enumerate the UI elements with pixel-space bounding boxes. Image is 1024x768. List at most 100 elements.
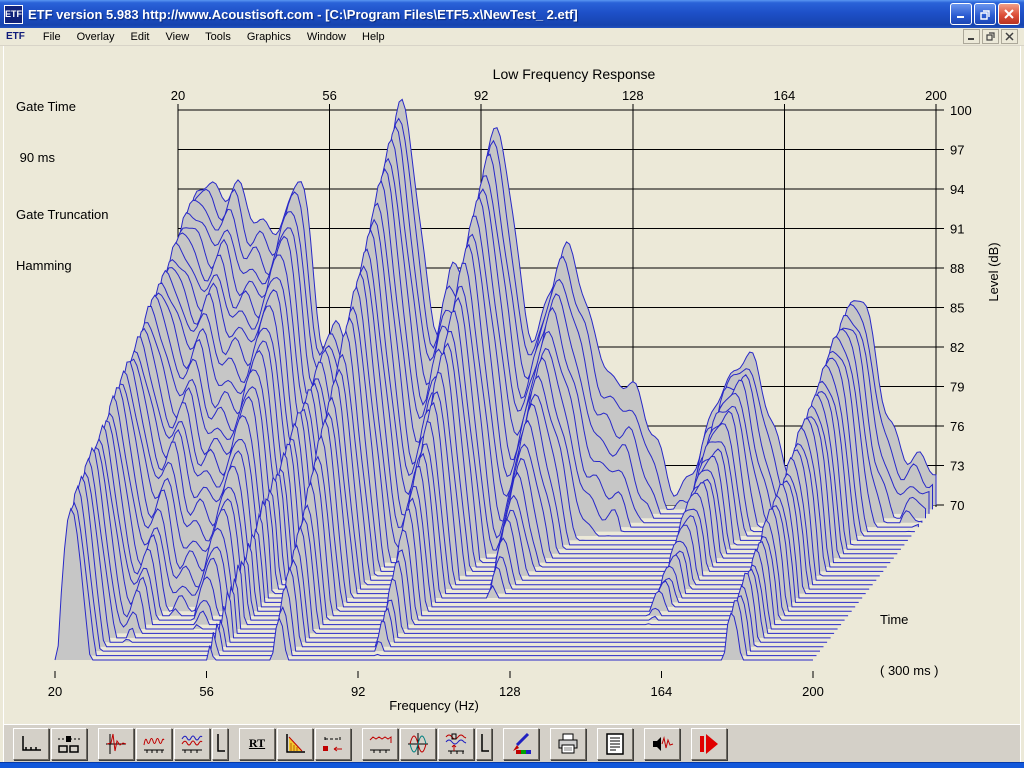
x-axis-rear-tick-label: 200 — [925, 88, 947, 103]
overlay-responses-icon — [181, 735, 203, 753]
window-frame-right — [1020, 46, 1024, 762]
waterfall-slice-line — [79, 446, 838, 630]
app-icon[interactable]: ETF — [4, 4, 23, 24]
toolbar-button-phase[interactable] — [400, 727, 436, 760]
close-icon — [1004, 9, 1014, 19]
mdi-minimize-button[interactable] — [963, 29, 980, 44]
mdi-close-button[interactable] — [1001, 29, 1018, 44]
toolbar-button-smoothed-response[interactable] — [362, 727, 398, 760]
toolbar-button-overlay-responses[interactable] — [174, 727, 210, 760]
waterfall-slice-line — [103, 383, 863, 599]
gate-info-panel: Gate Time 90 ms Gate Truncation Hamming — [16, 64, 109, 308]
frequency-response-icon — [143, 737, 165, 753]
x-axis-tick-label: 128 — [499, 684, 521, 699]
menu-window[interactable]: Window — [306, 30, 346, 43]
minimize-button[interactable] — [950, 3, 972, 25]
toolbar-button-plot-display[interactable] — [13, 727, 49, 760]
restore-button[interactable] — [974, 3, 996, 25]
level-meter-icon — [653, 735, 674, 751]
x-axis-tick-label: 200 — [802, 684, 824, 699]
waterfall-slice-line — [61, 484, 820, 652]
comparison-icon — [445, 733, 467, 754]
waterfall-slice-line — [58, 501, 817, 657]
toolbar-button-notes[interactable] — [597, 727, 633, 760]
toolbar-button-print[interactable] — [550, 727, 586, 760]
waterfall-slice-line — [54, 507, 813, 661]
waterfall-slice-fill — [55, 508, 813, 660]
run-measurement-icon — [700, 733, 718, 754]
waterfall-slice-line — [96, 394, 856, 608]
menu-graphics[interactable]: Graphics — [246, 30, 291, 43]
gate-truncation-value: Hamming — [16, 258, 72, 273]
toolbar-button-comparison[interactable] — [438, 727, 474, 760]
impulse-response-icon — [106, 733, 127, 754]
waterfall-slice-line — [89, 420, 849, 617]
waterfall-slice-line — [75, 446, 835, 634]
annotate-pencil-icon — [513, 732, 531, 754]
minimize-icon — [957, 16, 964, 18]
x-axis-rear-tick-label: 56 — [322, 88, 336, 103]
y-axis-title: Level (dB) — [986, 242, 1001, 301]
mdi-child-icon[interactable]: ETF — [6, 31, 25, 42]
toolbar-button-axis-scale-2[interactable] — [476, 727, 492, 760]
y-axis-tick-label: 94 — [950, 182, 964, 197]
window-frame-left — [0, 46, 4, 762]
y-axis-tick-label: 100 — [950, 103, 972, 118]
menu-edit[interactable]: Edit — [130, 30, 150, 43]
restore-icon — [980, 10, 990, 20]
phase-icon — [408, 732, 428, 755]
y-axis-tick-label: 91 — [950, 222, 964, 237]
toolbar-button-frequency-response[interactable] — [136, 727, 172, 760]
plot-title: Low Frequency Response — [492, 66, 656, 82]
y-axis-tick-label: 70 — [950, 498, 964, 513]
menu-view[interactable]: View — [165, 30, 190, 43]
waterfall-slice-line — [65, 475, 824, 648]
window-frame-bottom — [0, 762, 1024, 768]
waterfall-slice-line — [68, 470, 828, 643]
toolbar-button-level-meter[interactable] — [644, 727, 680, 760]
toolbar: RT — [4, 724, 1020, 762]
menu-tools[interactable]: Tools — [205, 30, 231, 43]
toolbar-button-impulse-response[interactable] — [98, 727, 134, 760]
x-axis-title: Frequency (Hz) — [389, 698, 479, 713]
menu-file[interactable]: File — [42, 30, 61, 43]
close-button[interactable] — [998, 3, 1020, 25]
menu-help[interactable]: Help — [362, 30, 385, 43]
toolbar-button-axis-scale[interactable] — [212, 727, 228, 760]
waterfall-slice-fill — [132, 287, 891, 563]
menu-overlay[interactable]: Overlay — [76, 30, 115, 43]
time-axis-title: Time — [880, 612, 909, 627]
x-axis-rear-tick-label: 128 — [622, 88, 644, 103]
y-axis-tick-label: 73 — [950, 459, 964, 474]
toolbar-button-rt[interactable]: RT — [239, 727, 275, 760]
menu-bar: ETF File Overlay Edit View Tools Graphic… — [0, 28, 1024, 46]
x-axis-tick-label: 20 — [48, 684, 62, 699]
mdi-restore-button[interactable] — [982, 29, 999, 44]
toolbar-button-gating[interactable] — [315, 727, 351, 760]
gate-time-label: Gate Time — [16, 99, 76, 114]
x-axis-tick-label: 92 — [351, 684, 365, 699]
toolbar-button-run-measurement[interactable] — [691, 727, 727, 760]
y-axis-tick-label: 88 — [950, 261, 964, 276]
mdi-restore-icon — [986, 32, 995, 41]
y-axis-tick-label: 97 — [950, 143, 964, 158]
title-bar[interactable]: ETF ETF version 5.983 http://www.Acousti… — [0, 0, 1024, 28]
waterfall-slice-line — [86, 424, 845, 621]
toolbar-button-waterfall-decay[interactable] — [277, 727, 313, 760]
y-axis-tick-label: 85 — [950, 301, 964, 316]
waterfall-slice-line — [93, 412, 852, 612]
gate-time-value: 90 ms — [16, 150, 56, 165]
smoothed-response-icon — [369, 735, 392, 753]
plot-display-icon — [22, 735, 41, 751]
y-axis-tick-label: 76 — [950, 419, 964, 434]
axis-scale-2-icon — [481, 733, 489, 752]
toolbar-button-display-options[interactable] — [51, 727, 87, 760]
mdi-minimize-icon — [968, 38, 974, 40]
waterfall-decay-icon — [286, 733, 305, 753]
toolbar-button-annotate[interactable] — [503, 727, 539, 760]
waterfall-slice-line — [82, 437, 842, 626]
time-axis-label: Time ( 300 ms ) — [880, 577, 939, 713]
waterfall-slice-fill — [58, 502, 817, 656]
